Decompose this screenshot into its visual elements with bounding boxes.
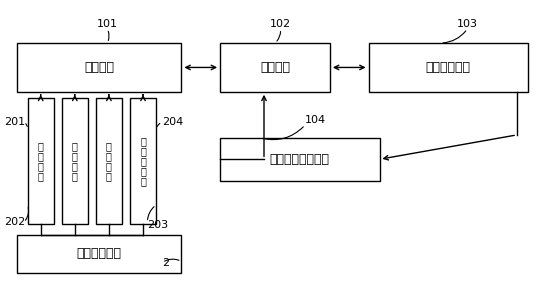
Text: 204: 204 — [162, 117, 184, 127]
Text: 仿真计算单元: 仿真计算单元 — [426, 61, 471, 74]
Text: 104: 104 — [305, 115, 326, 125]
Bar — [16, 43, 182, 92]
Text: 副
翼
通
道: 副 翼 通 道 — [106, 141, 112, 181]
Text: 状态信号设置单元: 状态信号设置单元 — [270, 153, 330, 166]
Text: 油
门
通
道: 油 门 通 道 — [38, 141, 43, 181]
Text: 方
向
舵
通
道: 方 向 舵 通 道 — [140, 136, 146, 186]
Bar — [28, 98, 54, 224]
Bar — [62, 98, 88, 224]
Text: 102: 102 — [270, 19, 291, 29]
Text: 202: 202 — [4, 218, 26, 227]
Bar — [16, 235, 182, 273]
Text: 飞控单元: 飞控单元 — [260, 61, 290, 74]
Bar — [130, 98, 156, 224]
Text: 101: 101 — [97, 19, 118, 29]
Bar — [368, 43, 528, 92]
Text: 测控单元: 测控单元 — [84, 61, 114, 74]
Text: 升
降
通
道: 升 降 通 道 — [72, 141, 78, 181]
Text: 203: 203 — [147, 220, 168, 230]
Bar — [96, 98, 122, 224]
Text: 无人机遥控器: 无人机遥控器 — [76, 247, 122, 261]
Text: 103: 103 — [457, 19, 478, 29]
Text: 2: 2 — [162, 258, 169, 267]
Bar — [220, 43, 330, 92]
Bar — [220, 138, 380, 181]
Text: 201: 201 — [4, 117, 25, 127]
